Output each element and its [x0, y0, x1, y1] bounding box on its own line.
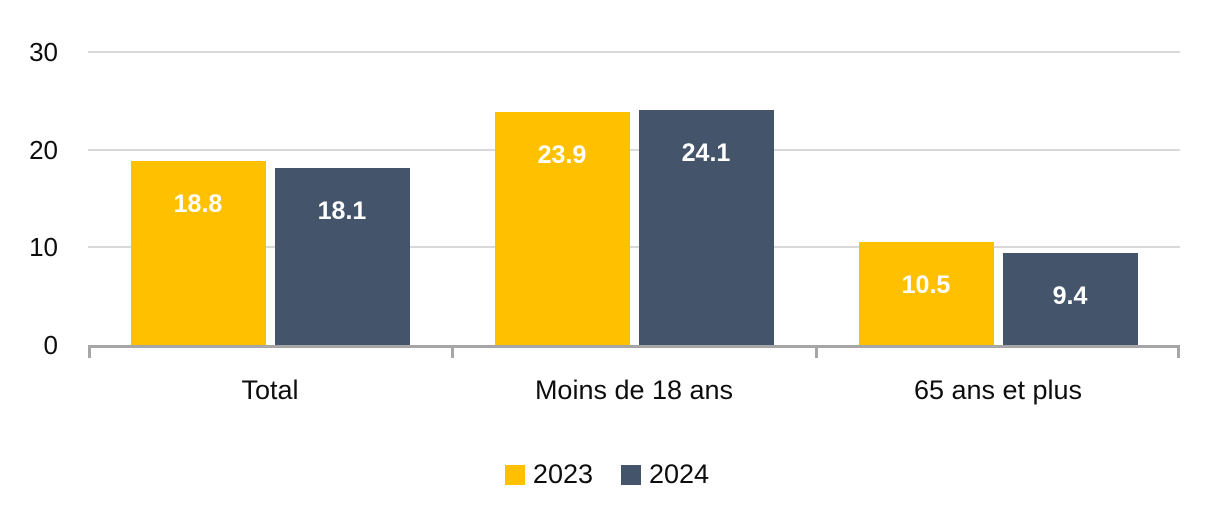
x-axis-tick — [88, 345, 91, 358]
y-tick-label: 20 — [29, 134, 58, 165]
bar-2024-2: 9.4 — [1002, 253, 1138, 345]
bar-2023-1: 23.9 — [494, 111, 630, 345]
x-axis-label: Total — [241, 375, 299, 405]
bar-value-label: 18.1 — [317, 197, 367, 226]
gridline — [88, 51, 1180, 53]
y-tick-label: 10 — [29, 232, 58, 263]
x-axis-tick — [815, 345, 818, 358]
x-axis-label: Moins de 18 ans — [534, 375, 734, 405]
bar-value-label: 23.9 — [537, 140, 587, 169]
bar-2023-0: 18.8 — [130, 161, 266, 345]
gridline — [88, 246, 1180, 249]
bar-2023-2: 10.5 — [858, 242, 994, 345]
x-axis-line — [88, 345, 1180, 348]
legend-label: 2024 — [649, 459, 710, 489]
gridline — [88, 148, 1180, 151]
bar-value-label: 10.5 — [901, 271, 951, 300]
legend-item-2024: 2024 — [621, 459, 710, 490]
legend-label: 2023 — [532, 459, 593, 489]
legend-swatch-icon — [621, 464, 641, 485]
bar-2024-0: 18.1 — [274, 168, 410, 345]
bar-value-label: 24.1 — [681, 138, 731, 167]
x-axis-tick — [1177, 345, 1180, 358]
legend: 2023 2024 — [0, 459, 1214, 490]
x-axis-labels: Total Moins de 18 ans 65 ans et plus — [88, 374, 1180, 408]
x-axis-label: 65 ans et plus — [913, 375, 1083, 405]
y-axis: 0 10 20 30 — [0, 39, 58, 358]
bar-2024-1: 24.1 — [638, 109, 774, 345]
y-tick-label: 0 — [43, 330, 58, 360]
y-tick-label: 30 — [29, 37, 58, 67]
bar-value-label: 9.4 — [1052, 282, 1088, 311]
plot-area: 18.8 18.1 23.9 24.1 10.5 9.4 — [88, 51, 1180, 358]
legend-item-2023: 2023 — [504, 459, 593, 490]
x-axis-tick — [451, 345, 454, 358]
bar-value-label: 18.8 — [173, 190, 223, 219]
legend-swatch-icon — [504, 464, 525, 485]
